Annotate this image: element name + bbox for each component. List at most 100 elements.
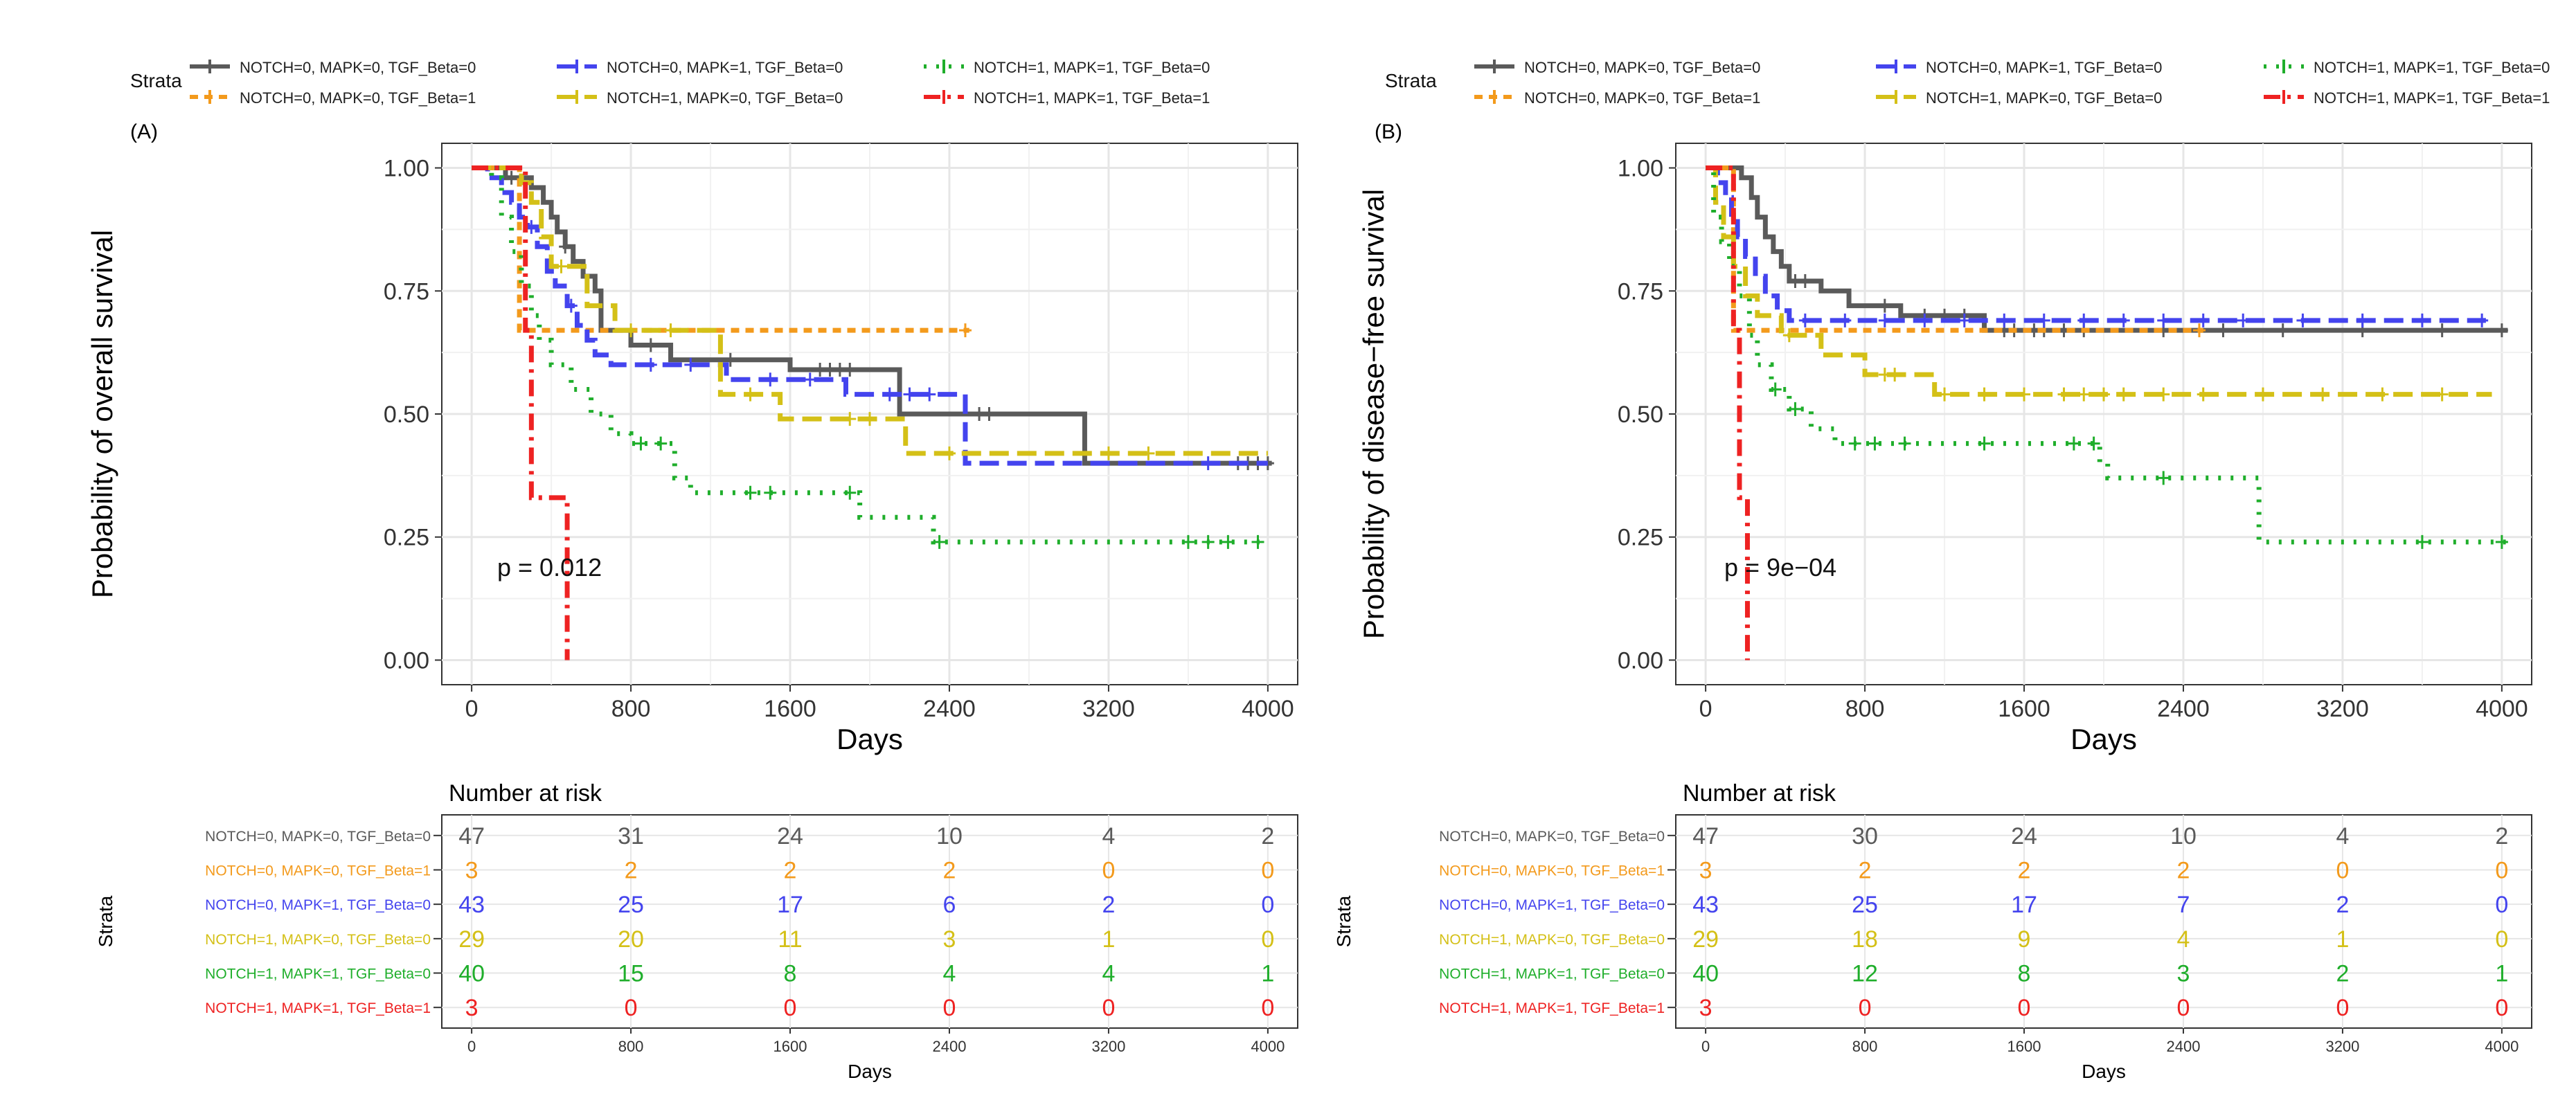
risk-table-cells-b: 47 30 24 10 4 23 2 2 2 0 043 25 17 7 2 029 18 9 4 1 040 12 8 3 2… xyxy=(1692,823,2508,1021)
censor-mark-s3 xyxy=(1998,313,2011,327)
censor-mark-s4 xyxy=(2376,387,2389,402)
censor-mark-s3 xyxy=(564,298,578,313)
risk-cell: 4 xyxy=(1102,961,1115,987)
plot-panel-a: 0.00 0.25 0.50 0.75 1.00 0 800 1600 2400 3200 400… xyxy=(86,143,1298,755)
y-axis-ticks-a: 0.00 0.25 0.50 0.75 1.00 xyxy=(384,156,442,674)
survival-curve-s1 xyxy=(1706,165,2508,333)
censor-mark-s1 xyxy=(2495,323,2508,338)
legend-title: Strata xyxy=(130,70,182,91)
survival-curve-s3 xyxy=(472,165,1268,466)
censor-mark-s5 xyxy=(2415,534,2429,549)
risk-table-y-label-b: Strata xyxy=(1333,895,1354,947)
legend-label-s4: NOTCH=1, MAPK=0, TGF_Beta=0 xyxy=(607,89,843,107)
censor-mark-s3 xyxy=(2237,313,2250,327)
risk-table-cells-a: 47 31 24 10 4 23 2 2 2 0 043 25 17 6 2 029 20 11 3 1 040 15 8 4… xyxy=(458,823,1274,1021)
risk-cell: 3 xyxy=(465,857,478,883)
risk-cell: 25 xyxy=(618,892,644,918)
y-tick-label: 0.75 xyxy=(384,278,429,305)
y-tick-label: 0.75 xyxy=(1618,278,1663,305)
legend-label-s2: NOTCH=0, MAPK=0, TGF_Beta=1 xyxy=(1524,89,1760,107)
censor-mark-s3 xyxy=(1958,313,1971,327)
survival-curve-s4 xyxy=(1706,165,2492,397)
risk-cell: 0 xyxy=(2495,995,2508,1021)
risk-x-tick-label: 2400 xyxy=(2167,1038,2201,1055)
y-axis-label-a: Probability of overall survival xyxy=(86,230,118,598)
censor-mark-s5 xyxy=(1201,534,1215,549)
risk-cell: 29 xyxy=(458,926,485,953)
risk-cell: 17 xyxy=(2011,892,2037,918)
risk-cell: 0 xyxy=(2495,926,2508,953)
risk-cell: 18 xyxy=(1852,926,1878,953)
risk-cell: 15 xyxy=(618,961,644,987)
censor-mark-s1 xyxy=(2276,323,2289,338)
risk-cell: 3 xyxy=(943,926,956,953)
censor-mark-s5 xyxy=(1251,534,1264,549)
censor-mark-s3 xyxy=(2476,313,2489,327)
survival-curve-s5 xyxy=(1706,165,2506,545)
y-tick-label: 1.00 xyxy=(1618,156,1663,182)
risk-cell: 0 xyxy=(2495,892,2508,918)
risk-cell: 0 xyxy=(784,995,797,1021)
survival-curve-s1 xyxy=(472,165,1272,466)
legend-label-s4: NOTCH=1, MAPK=0, TGF_Beta=0 xyxy=(1926,89,2162,107)
risk-x-tick-label: 3200 xyxy=(1091,1038,1125,1055)
risk-table-frame-b xyxy=(1675,814,2532,1029)
censor-mark-s5 xyxy=(1978,436,1991,451)
censor-mark-s4 xyxy=(2157,387,2170,402)
legend-label-s6: NOTCH=1, MAPK=1, TGF_Beta=1 xyxy=(974,89,1210,107)
p-value-b: p = 9e−04 xyxy=(1724,553,1836,582)
risk-cell: 4 xyxy=(2336,823,2349,849)
risk-cell: 9 xyxy=(2018,926,2031,953)
censor-mark-s3 xyxy=(1918,313,1931,327)
censor-mark-s1 xyxy=(724,352,737,367)
risk-cell: 1 xyxy=(2336,926,2349,953)
y-tick-label: 0.25 xyxy=(384,525,429,551)
risk-cell: 0 xyxy=(2177,995,2190,1021)
censor-mark-s4 xyxy=(1102,446,1115,460)
gridlines-b xyxy=(1676,143,2532,685)
legend-label-s5: NOTCH=1, MAPK=1, TGF_Beta=0 xyxy=(2314,59,2550,76)
censor-mark-s4 xyxy=(2057,387,2070,402)
censor-mark-s2 xyxy=(958,323,972,338)
legend-label-s2: NOTCH=0, MAPK=0, TGF_Beta=1 xyxy=(240,89,476,107)
risk-x-tick-label: 1600 xyxy=(2007,1038,2041,1055)
survival-curves-a xyxy=(472,165,1274,660)
censor-mark-s4 xyxy=(2316,387,2329,402)
censor-mark-s3 xyxy=(764,372,777,387)
risk-cell: 1 xyxy=(2495,961,2508,987)
risk-cell: 40 xyxy=(458,961,485,987)
censor-mark-s3 xyxy=(1839,313,1852,327)
censor-mark-s1 xyxy=(644,338,657,352)
risk-cell: 0 xyxy=(2495,857,2508,883)
risk-cell: 43 xyxy=(1692,892,1719,918)
censor-mark-s4 xyxy=(2435,387,2449,402)
censor-mark-s1 xyxy=(983,407,996,421)
x-axis-label-a: Days xyxy=(837,723,903,755)
risk-strata-label: NOTCH=0, MAPK=0, TGF_Beta=0 xyxy=(1439,829,1665,845)
risk-cell: 0 xyxy=(943,995,956,1021)
censor-mark-s1 xyxy=(505,170,518,185)
risk-strata-label: NOTCH=1, MAPK=1, TGF_Beta=0 xyxy=(205,966,431,982)
censor-mark-s4 xyxy=(942,446,956,460)
censor-mark-s3 xyxy=(644,357,657,372)
risk-cell: 0 xyxy=(625,995,638,1021)
censor-mark-s4 xyxy=(2256,387,2269,402)
risk-table-b: Number at risk 47 30 24 10 4 23 2 2 2 0 043 25 17 7 2 0… xyxy=(1333,780,2532,1082)
censor-mark-s4 xyxy=(2197,387,2210,402)
censor-mark-s1 xyxy=(2217,323,2230,338)
risk-cell: 2 xyxy=(1261,823,1274,849)
risk-cell: 2 xyxy=(2495,823,2508,849)
risk-x-tick-label: 3200 xyxy=(2325,1038,2359,1055)
x-tick-label: 2400 xyxy=(923,696,976,722)
risk-strata-label: NOTCH=1, MAPK=1, TGF_Beta=1 xyxy=(205,1000,431,1016)
censor-mark-s3 xyxy=(2415,313,2429,327)
x-axis-ticks-a: 0 800 1600 2400 3200 4000 xyxy=(465,685,1294,722)
censor-mark-s1 xyxy=(1798,274,1812,289)
censor-mark-s3 xyxy=(1798,313,1812,327)
risk-strata-label: NOTCH=1, MAPK=1, TGF_Beta=1 xyxy=(1439,1000,1665,1016)
risk-strata-label: NOTCH=0, MAPK=1, TGF_Beta=0 xyxy=(205,897,431,913)
legend-label-s3: NOTCH=0, MAPK=1, TGF_Beta=0 xyxy=(1926,59,2162,76)
risk-cell: 2 xyxy=(784,857,797,883)
risk-cell: 8 xyxy=(2018,961,2031,987)
censor-mark-s5 xyxy=(1222,534,1235,549)
